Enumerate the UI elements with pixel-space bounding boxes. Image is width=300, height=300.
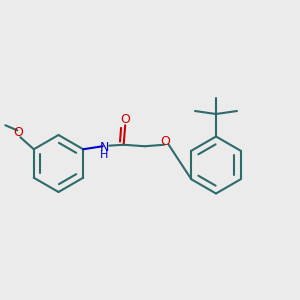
Text: H: H bbox=[100, 150, 108, 160]
Text: O: O bbox=[120, 113, 130, 126]
Text: O: O bbox=[161, 135, 171, 148]
Text: O: O bbox=[13, 126, 23, 139]
Text: N: N bbox=[100, 141, 109, 154]
